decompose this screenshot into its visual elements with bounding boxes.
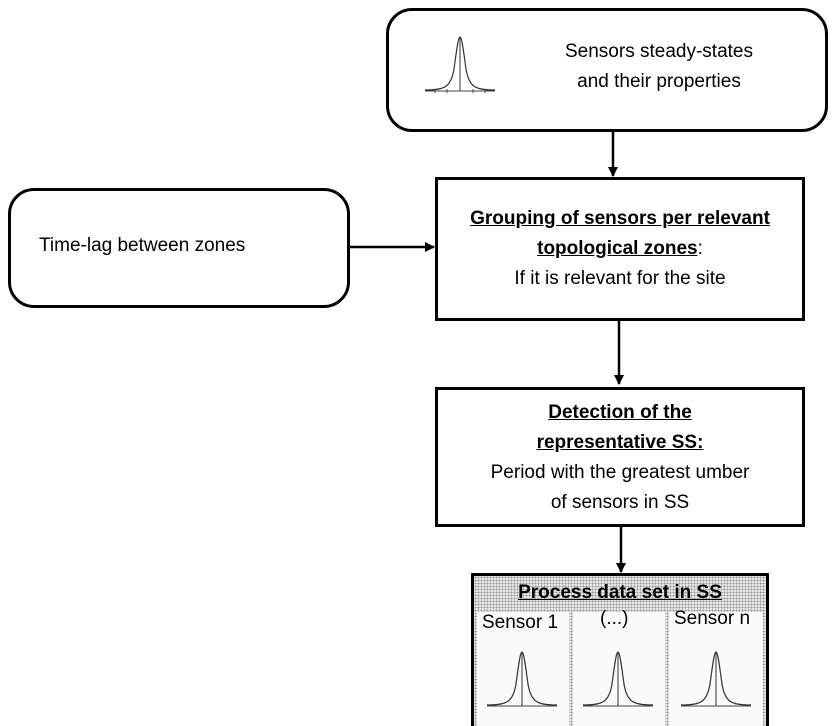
top-box-line2: and their properties	[577, 71, 741, 92]
sensor-label-2: (...)	[600, 608, 629, 629]
gaussian-curve-icon	[425, 36, 495, 93]
sensor-label-3: Sensor n	[674, 608, 751, 629]
process-title: Process data set in SS	[518, 582, 722, 603]
grouping-title-line1: Grouping of sensors per relevant	[470, 208, 770, 229]
detection-title-line2: representative SS:	[536, 432, 704, 453]
grouping-subtitle: If it is relevant for the site	[514, 268, 726, 289]
grouping-box: Grouping of sensors per relevant topolog…	[435, 177, 805, 321]
time-lag-box: Time-lag between zones	[8, 188, 350, 308]
gaussian-curve-icon	[680, 651, 752, 707]
sensor-label-1: Sensor 1	[482, 612, 559, 633]
sensor-steady-states-box: Sensors steady-states and their properti…	[386, 8, 828, 132]
gaussian-curve-icon	[582, 651, 654, 707]
time-lag-text: Time-lag between zones	[39, 235, 246, 256]
sensor-panel-1	[477, 612, 569, 726]
sensor-panel-2	[573, 612, 665, 726]
grouping-title-line2: topological zones	[537, 238, 698, 259]
top-box-line1: Sensors steady-states	[565, 41, 753, 62]
detection-desc-line2: of sensors in SS	[550, 492, 690, 513]
detection-desc-line1: Period with the greatest umber	[490, 462, 750, 483]
process-data-box: Process data set in SS Sensor 1 (...) Se…	[471, 573, 769, 726]
gaussian-curve-icon	[486, 651, 558, 707]
grouping-title-colon: :	[697, 238, 703, 259]
detection-title-line1: Detection of the	[548, 402, 692, 423]
detection-box: Detection of the representative SS: Peri…	[435, 387, 805, 527]
